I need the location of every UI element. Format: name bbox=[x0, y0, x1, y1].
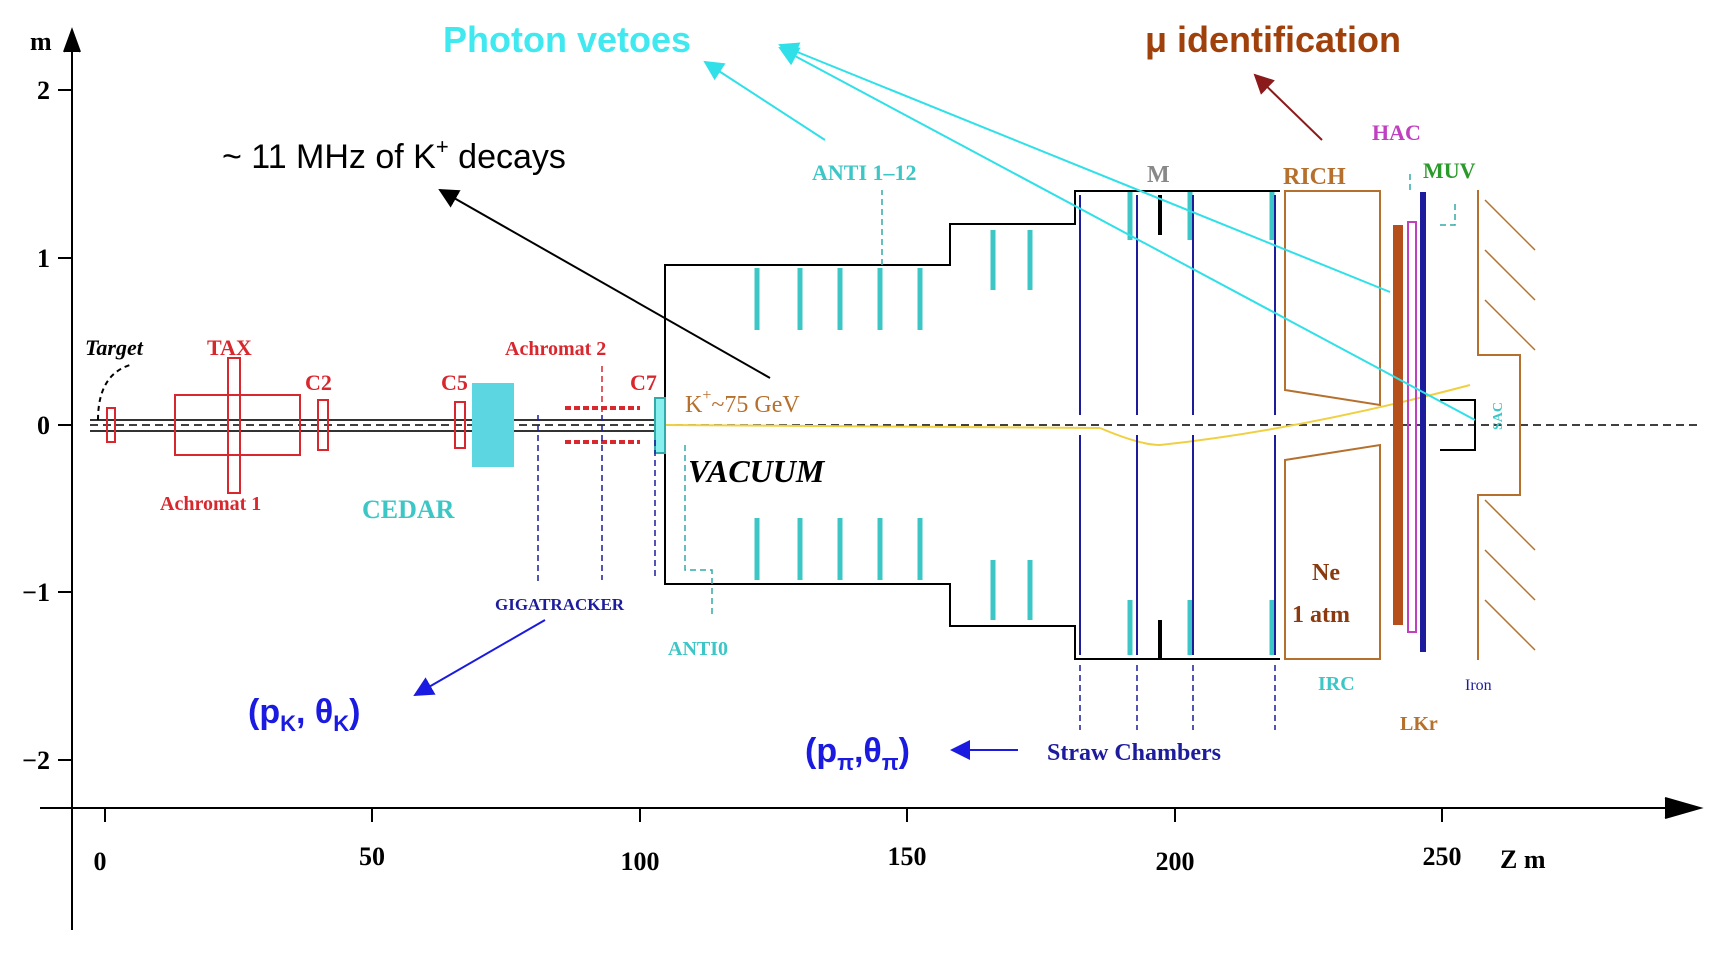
label: C2 bbox=[305, 370, 332, 395]
text-part: , θ bbox=[296, 693, 333, 731]
x-tick: 250 bbox=[1423, 842, 1462, 871]
label: Target bbox=[85, 335, 144, 360]
label: LKr bbox=[1400, 713, 1438, 735]
label: C5 bbox=[441, 370, 468, 395]
y-tick: 0 bbox=[37, 411, 50, 440]
x-axis-label: Z m bbox=[1500, 845, 1546, 874]
label: GIGATRACKER bbox=[495, 595, 625, 614]
label: C7 bbox=[630, 370, 657, 395]
x-tick: 200 bbox=[1156, 847, 1195, 876]
x-tick: 0 bbox=[94, 847, 107, 876]
text-part: K bbox=[685, 392, 703, 418]
kaon-rate: ~ 11 MHz of K+ decays bbox=[222, 134, 566, 176]
annotation-arrows bbox=[413, 42, 1476, 760]
x-tick: 100 bbox=[621, 847, 660, 876]
text-part: (p bbox=[248, 693, 280, 731]
text-part: ) bbox=[899, 732, 910, 770]
label: RICH bbox=[1283, 164, 1346, 190]
text-part: ) bbox=[349, 693, 360, 731]
label: Iron bbox=[1465, 677, 1492, 694]
text-part: K bbox=[280, 711, 296, 736]
label: ANTI0 bbox=[668, 638, 728, 660]
y-tick: 1 bbox=[37, 244, 50, 273]
label: IRC bbox=[1318, 673, 1355, 695]
text-part: ,θ bbox=[854, 732, 882, 770]
label: VACUUM bbox=[688, 453, 826, 489]
annotations: Photon vetoes μ identification ~ 11 MHz … bbox=[222, 19, 1401, 775]
text-part: + bbox=[436, 134, 449, 159]
x-tick: 50 bbox=[359, 842, 385, 871]
photon-vetoes: Photon vetoes bbox=[443, 19, 691, 60]
text-part: ~75 GeV bbox=[711, 392, 800, 418]
label: TAX bbox=[207, 335, 252, 360]
text-part: decays bbox=[449, 138, 566, 176]
label: K+~75 GeV bbox=[685, 387, 800, 418]
text-part: K bbox=[333, 711, 349, 736]
text-part: ~ 11 MHz of K bbox=[222, 138, 436, 176]
label: SAC bbox=[1491, 402, 1506, 430]
label: Achromat 2 bbox=[505, 338, 606, 360]
text-part: + bbox=[702, 387, 711, 404]
mu-identification: μ identification bbox=[1145, 19, 1401, 60]
label: HAC bbox=[1372, 120, 1421, 145]
text-part: π bbox=[837, 750, 854, 775]
axes bbox=[40, 27, 1704, 930]
pion-kinematics: (pπ,θπ) bbox=[805, 732, 910, 775]
label: 1 atm bbox=[1292, 602, 1350, 628]
label: Ne bbox=[1312, 560, 1340, 586]
component-labels: Target TAX C2 C5 C7 Achromat 2 Achromat … bbox=[85, 120, 1506, 766]
label: CEDAR bbox=[362, 495, 455, 524]
x-tick: 150 bbox=[888, 842, 927, 871]
y-tick: −1 bbox=[22, 578, 50, 607]
y-axis-label: m bbox=[30, 27, 52, 56]
label: MUV bbox=[1423, 158, 1476, 183]
y-tick: 2 bbox=[37, 76, 50, 105]
y-tick: −2 bbox=[22, 746, 50, 775]
label: Straw Chambers bbox=[1047, 740, 1221, 766]
text-part: π bbox=[882, 750, 899, 775]
kaon-kinematics: (pK, θK) bbox=[248, 693, 360, 736]
detector bbox=[90, 170, 1700, 730]
label: Achromat 1 bbox=[160, 493, 261, 515]
text-part: (p bbox=[805, 732, 837, 770]
axis-labels: m Z m 2 1 0 −1 −2 0 50 100 150 200 250 bbox=[22, 27, 1546, 876]
label: ANTI 1–12 bbox=[812, 160, 917, 185]
label: M bbox=[1147, 162, 1170, 188]
